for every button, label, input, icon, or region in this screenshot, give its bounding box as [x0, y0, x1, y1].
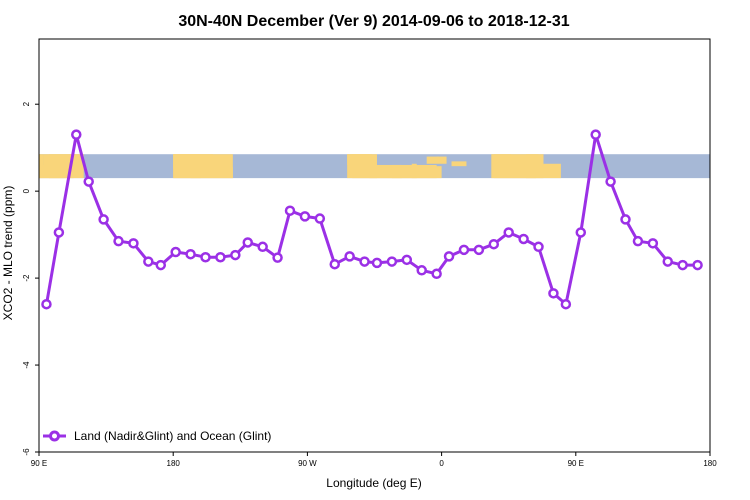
map-land [543, 163, 561, 179]
data-point [71, 129, 82, 140]
data-point [41, 298, 52, 310]
y-tick-label: 2 [22, 101, 31, 106]
data-point [677, 259, 688, 271]
data-point [533, 241, 544, 253]
x-axis-label: Longitude (deg E) [326, 476, 421, 490]
data-point [605, 176, 616, 187]
map-land [536, 164, 544, 179]
data-point [692, 259, 703, 271]
data-point [488, 238, 500, 250]
data-point [170, 246, 181, 258]
data-point [83, 176, 94, 187]
data-point [590, 129, 601, 140]
data-point [113, 235, 124, 247]
data-point [662, 256, 674, 267]
data-point [632, 235, 644, 247]
data-point [257, 241, 268, 253]
x-axis: 90 E 180 90 W 0 90 E 180 [31, 452, 717, 468]
data-point [185, 248, 196, 260]
data-point [473, 244, 485, 256]
x-tick-label: 90 W [298, 459, 317, 468]
data-point [98, 214, 109, 225]
x-tick-label: 0 [439, 459, 444, 468]
data-point [647, 238, 659, 249]
data-point [299, 211, 311, 222]
map-land [491, 154, 537, 179]
data-point [284, 205, 296, 216]
data-point [503, 227, 514, 238]
data-point [548, 288, 559, 299]
chart-title: 30N-40N December (Ver 9) 2014-09-06 to 2… [178, 13, 569, 30]
x-tick-label: 90 E [31, 459, 47, 468]
data-point [416, 265, 427, 276]
data-point [200, 251, 211, 263]
map-land [43, 154, 84, 179]
data-point [344, 251, 355, 262]
data-point [230, 249, 241, 261]
data-point [560, 298, 572, 310]
data-point [272, 252, 283, 263]
legend-marker [49, 430, 60, 442]
data-point [128, 238, 139, 249]
x-tick-label: 90 E [568, 459, 584, 468]
background-world-map [39, 154, 710, 179]
data-point [242, 237, 254, 248]
plot-frame [38, 38, 711, 453]
data-point [371, 257, 383, 269]
map-land [372, 166, 442, 179]
x-tick-label: 180 [167, 459, 181, 468]
data-point [215, 251, 226, 263]
data-series [41, 129, 703, 310]
y-tick-label: 0 [22, 188, 31, 193]
map-land [426, 156, 447, 164]
legend: Land (Nadir&Glint) and Ocean (Glint) [43, 429, 271, 443]
legend-label: Land (Nadir&Glint) and Ocean (Glint) [74, 429, 271, 443]
y-tick-label: -2 [22, 274, 31, 282]
map-land [451, 161, 467, 167]
data-point [143, 256, 154, 267]
x-tick-label: 180 [703, 459, 717, 468]
y-axis-label: XCO2 - MLO trend (ppm) [1, 186, 15, 321]
data-point [443, 251, 455, 262]
data-point [359, 256, 370, 267]
data-point [155, 259, 167, 271]
data-point [620, 214, 631, 225]
data-point [386, 256, 398, 267]
data-point [314, 213, 326, 224]
data-point [431, 268, 442, 280]
y-tick-label: -4 [22, 361, 31, 369]
data-point [53, 227, 65, 238]
data-point [401, 254, 413, 266]
data-point [575, 227, 587, 238]
data-point [329, 258, 340, 270]
data-point [518, 233, 529, 245]
map-land [347, 154, 373, 179]
y-axis: -6 -4 -2 0 2 [22, 101, 39, 456]
map-land [173, 154, 233, 179]
y-tick-label: -6 [22, 448, 31, 456]
data-point [458, 244, 470, 256]
series-line [45, 133, 698, 306]
